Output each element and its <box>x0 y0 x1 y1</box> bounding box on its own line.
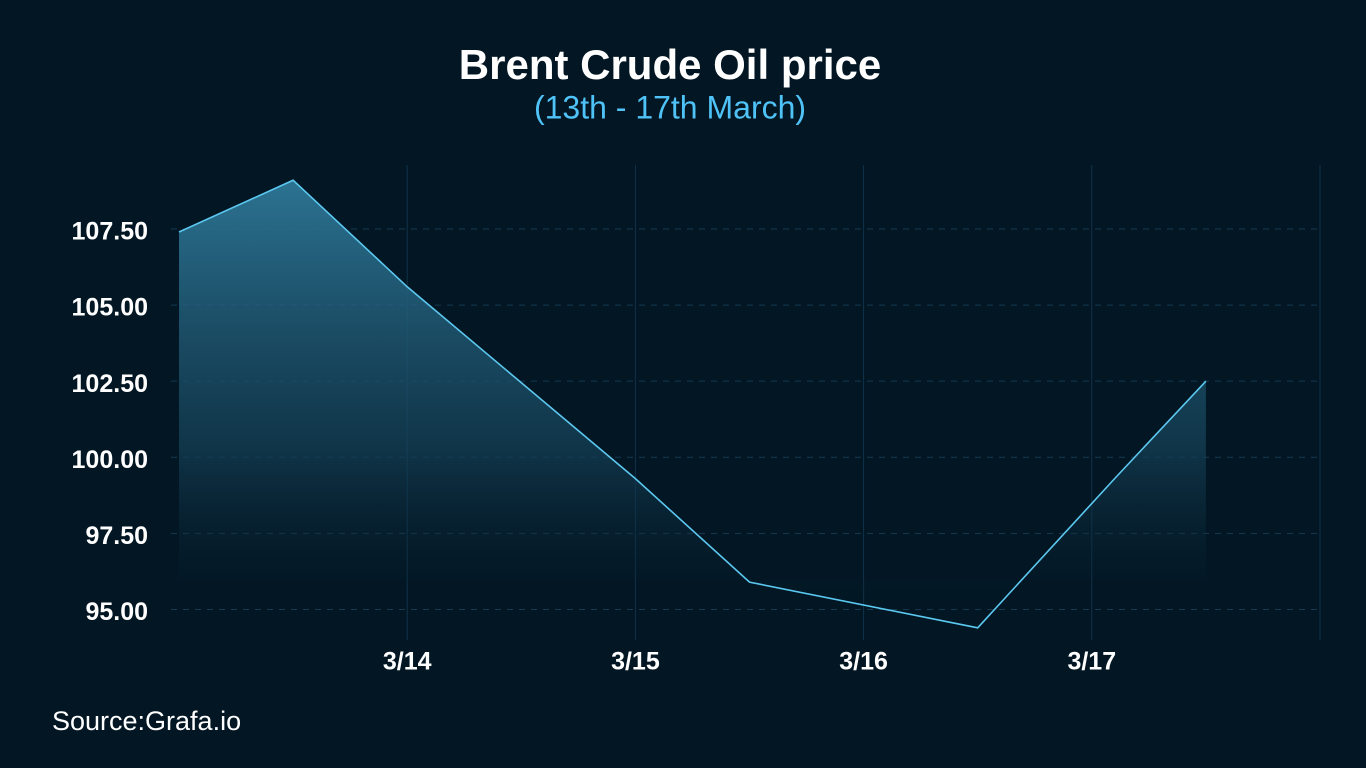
x-tick-label: 3/17 <box>1067 648 1116 676</box>
y-tick-label: 102.50 <box>72 370 148 398</box>
y-tick-label: 95.00 <box>85 598 148 626</box>
y-tick-label: 105.00 <box>72 294 148 322</box>
line <box>178 179 1207 629</box>
y-tick-label: 97.50 <box>85 522 148 550</box>
source: Source:Grafa.io <box>52 706 241 736</box>
x-tick-label: 3/14 <box>383 648 432 676</box>
chart-subtitle: (13th - 17th March) <box>534 89 806 125</box>
y-tick-label: 107.50 <box>72 218 148 246</box>
chart-title: Brent Crude Oil price <box>459 41 881 88</box>
x-tick-label: 3/16 <box>839 648 888 676</box>
y-tick-label: 100.00 <box>72 446 148 474</box>
area <box>179 180 1206 628</box>
x-tick-label: 3/15 <box>611 648 660 676</box>
